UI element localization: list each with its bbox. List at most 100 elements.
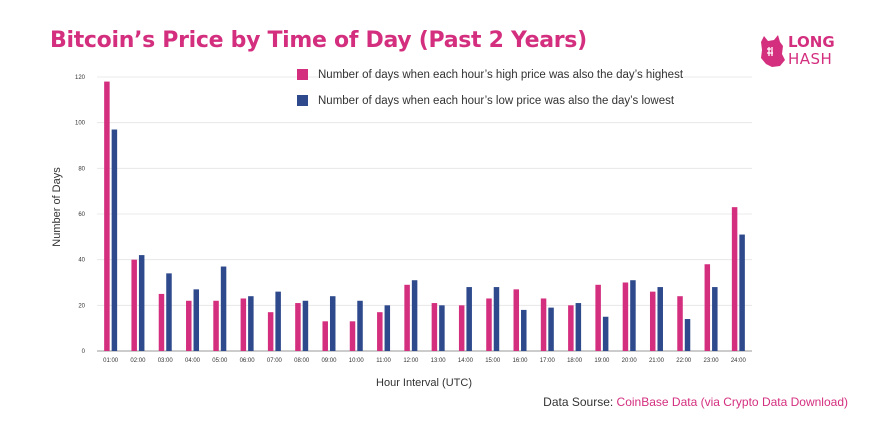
legend-swatch bbox=[297, 95, 308, 106]
longhash-logo: LONG HASH bbox=[758, 34, 848, 74]
x-tick-label: 21:00 bbox=[649, 358, 665, 364]
y-tick-labels: 0 20 40 60 80 100 120 bbox=[75, 75, 86, 355]
x-tick-label: 16:00 bbox=[513, 358, 529, 364]
data-source-link[interactable]: CoinBase Data (via Crypto Data Download) bbox=[616, 395, 848, 409]
x-tick-label: 17:00 bbox=[540, 358, 556, 364]
x-tick-label: 20:00 bbox=[622, 358, 638, 364]
legend-swatch bbox=[297, 69, 308, 80]
legend-label: Number of days when each hour’s high pri… bbox=[318, 69, 684, 81]
bar-low bbox=[302, 300, 309, 351]
bar-high bbox=[458, 305, 465, 351]
bar-high bbox=[595, 284, 601, 351]
x-tick-label: 13:00 bbox=[431, 358, 447, 364]
bar-low bbox=[466, 287, 472, 351]
bar-high bbox=[404, 284, 410, 351]
bar-low bbox=[248, 296, 254, 351]
x-tick-label: 08:00 bbox=[294, 358, 310, 364]
y-tick-label: 100 bbox=[75, 121, 86, 127]
data-source-label: Data Sourse: bbox=[543, 395, 617, 409]
chart-title: Bitcoin’s Price by Time of Day (Past 2 Y… bbox=[50, 28, 587, 53]
legend: Number of days when each hour’s high pri… bbox=[297, 69, 684, 107]
bar-low bbox=[384, 305, 391, 351]
bar-high bbox=[295, 303, 301, 351]
bar-low bbox=[602, 316, 609, 351]
bar-low bbox=[548, 307, 554, 351]
bar-low bbox=[357, 300, 363, 351]
y-tick-label: 60 bbox=[78, 212, 85, 218]
bar-low bbox=[111, 129, 118, 351]
bar-high bbox=[104, 81, 110, 352]
logo-wordmark: LONG HASH bbox=[788, 34, 835, 68]
bar-high bbox=[540, 298, 547, 351]
bar-low bbox=[329, 296, 336, 351]
bar-high bbox=[513, 289, 520, 351]
bar-high bbox=[322, 321, 328, 351]
bar-high bbox=[131, 259, 137, 351]
bar-low bbox=[411, 280, 418, 351]
x-tick-label: 18:00 bbox=[567, 358, 583, 364]
x-tick-label: 12:00 bbox=[403, 358, 419, 364]
bar-low bbox=[657, 287, 663, 351]
x-tick-label: 24:00 bbox=[731, 358, 747, 364]
bar-low bbox=[166, 273, 172, 351]
x-tick-label: 15:00 bbox=[485, 358, 501, 364]
x-tick-label: 10:00 bbox=[349, 358, 365, 364]
x-tick-label: 02:00 bbox=[130, 358, 146, 364]
data-source: Data Sourse: CoinBase Data (via Crypto D… bbox=[543, 395, 848, 409]
legend-label: Number of days when each hour’s low pric… bbox=[318, 95, 675, 107]
bar-high bbox=[431, 303, 438, 351]
x-tick-labels: 01:00 02:00 03:00 04:00 05:00 06:00 07:00 08:00… bbox=[103, 358, 746, 364]
bar-high bbox=[186, 300, 192, 351]
y-tick-label: 120 bbox=[75, 75, 86, 81]
bar-high bbox=[158, 293, 165, 351]
bar-high bbox=[649, 291, 656, 351]
x-tick-label: 01:00 bbox=[103, 358, 119, 364]
bar-high bbox=[213, 300, 219, 351]
x-tick-label: 06:00 bbox=[240, 358, 256, 364]
x-axis-title: Hour Interval (UTC) bbox=[376, 377, 472, 389]
bar-high bbox=[568, 305, 574, 351]
y-tick-label: 0 bbox=[82, 349, 86, 355]
bar-low bbox=[712, 287, 718, 351]
bar-high bbox=[377, 312, 383, 351]
bar-low bbox=[575, 303, 582, 351]
x-tick-label: 14:00 bbox=[458, 358, 474, 364]
logo-line-hash: HASH bbox=[788, 50, 833, 68]
x-tick-label: 07:00 bbox=[267, 358, 283, 364]
x-tick-label: 11:00 bbox=[376, 358, 391, 364]
bar-low bbox=[739, 234, 745, 351]
bar-high bbox=[349, 321, 356, 351]
y-tick-label: 20 bbox=[78, 303, 85, 309]
cat-logo-icon bbox=[761, 35, 785, 67]
bar-low bbox=[630, 280, 636, 351]
bar-high bbox=[240, 298, 247, 351]
logo-line-long: LONG bbox=[788, 33, 835, 51]
bar-low bbox=[493, 287, 500, 351]
y-axis-title: Number of Days bbox=[51, 167, 63, 247]
y-tick-label: 80 bbox=[78, 166, 85, 172]
bar-low bbox=[521, 309, 527, 351]
bar-high bbox=[704, 264, 711, 351]
x-tick-label: 09:00 bbox=[321, 358, 337, 364]
bar-low bbox=[220, 266, 227, 351]
gridlines bbox=[97, 76, 752, 352]
x-tick-label: 23:00 bbox=[704, 358, 720, 364]
y-tick-label: 40 bbox=[78, 258, 85, 264]
bar-high bbox=[731, 207, 738, 351]
bar-high bbox=[486, 298, 492, 351]
bar-high bbox=[267, 312, 274, 351]
bar-high bbox=[622, 282, 629, 351]
x-tick-label: 04:00 bbox=[185, 358, 201, 364]
x-tick-label: 05:00 bbox=[212, 358, 228, 364]
bar-low bbox=[193, 289, 200, 351]
x-tick-label: 19:00 bbox=[594, 358, 610, 364]
bar-low bbox=[275, 291, 281, 351]
bar-low bbox=[138, 255, 145, 351]
bar-low bbox=[439, 305, 445, 351]
bar-low bbox=[684, 319, 691, 351]
bar-high bbox=[677, 296, 683, 351]
x-tick-label: 22:00 bbox=[676, 358, 692, 364]
x-tick-label: 03:00 bbox=[158, 358, 174, 364]
bars bbox=[104, 81, 745, 352]
